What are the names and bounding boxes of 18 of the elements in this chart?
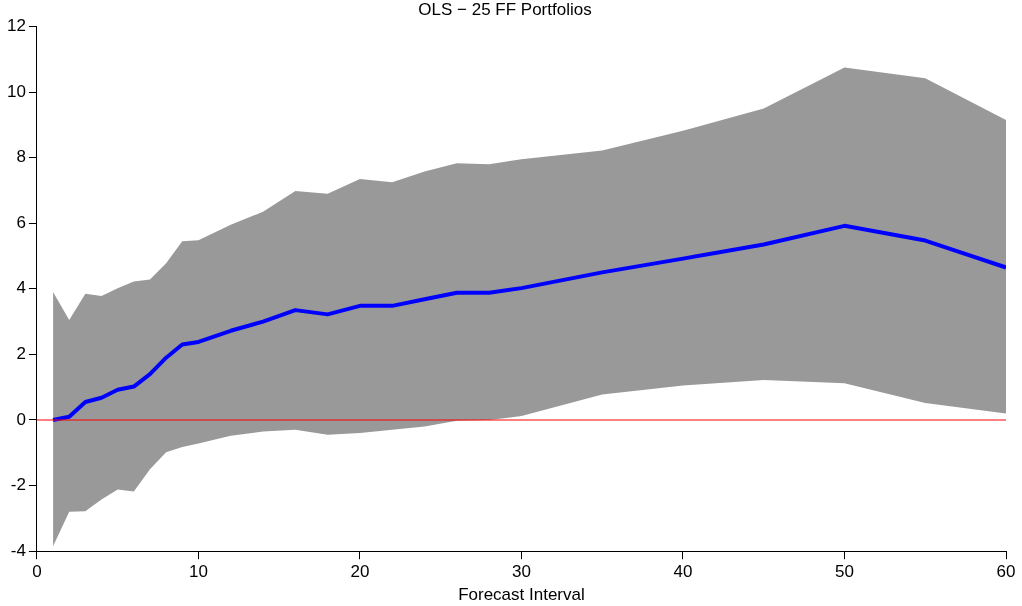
y-tick-label: 0: [16, 409, 26, 429]
x-tick-label: 40: [673, 562, 693, 582]
y-tick-label: 8: [16, 147, 26, 167]
y-tick-label: 2: [16, 344, 26, 364]
y-tick-label: 4: [16, 278, 26, 298]
y-tick-label: -2: [10, 475, 26, 495]
y-tick-label: 12: [6, 16, 26, 36]
x-axis-title: Forecast Interval: [458, 585, 585, 605]
y-tick-label: 6: [16, 212, 26, 232]
x-tick-label: 60: [996, 562, 1016, 582]
x-tick-label: 50: [835, 562, 854, 582]
x-tick-label: 20: [350, 562, 370, 582]
x-tick-label: 30: [511, 562, 531, 582]
y-tick-label: 10: [6, 81, 26, 101]
x-tick-label: 10: [188, 562, 208, 582]
chart-title: OLS − 25 FF Portfolios: [418, 0, 592, 19]
x-tick-label: 0: [32, 562, 42, 582]
y-tick-label: -4: [10, 540, 26, 560]
